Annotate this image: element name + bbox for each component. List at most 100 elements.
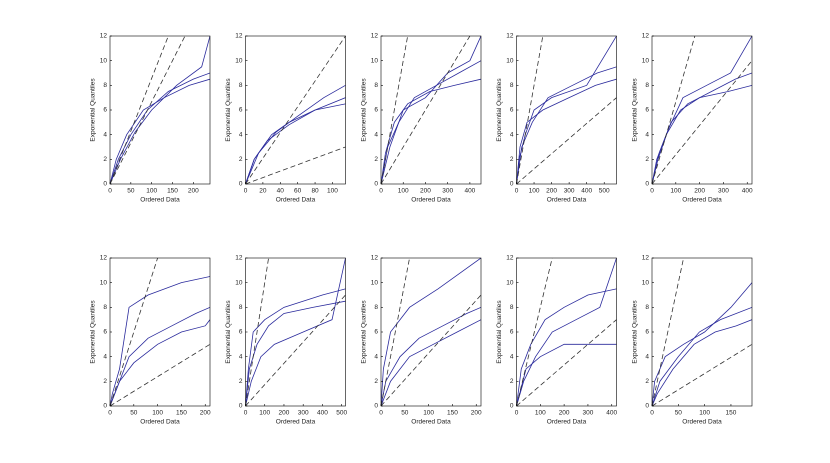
y-tick-label: 4	[510, 353, 514, 360]
data-line	[381, 294, 481, 406]
y-tick-label: 8	[374, 304, 378, 311]
x-tick-label: 400	[464, 188, 475, 195]
y-tick-label: 0	[510, 403, 514, 410]
y-tick-label: 2	[510, 378, 514, 385]
x-tick-label: 100	[259, 410, 270, 417]
data-line	[381, 36, 409, 184]
data-line	[110, 36, 210, 184]
data-line	[516, 343, 617, 406]
data-line	[516, 97, 617, 184]
y-tick-label: 4	[239, 353, 243, 360]
y-axis-label: Exponential Quantiles	[632, 78, 639, 142]
data-line	[516, 258, 617, 406]
data-line	[245, 103, 346, 184]
y-tick-label: 6	[374, 329, 378, 336]
data-line	[110, 276, 210, 406]
x-tick-label: 100	[398, 188, 409, 195]
y-tick-label: 0	[510, 181, 514, 188]
x-tick-label: 0	[108, 188, 112, 195]
x-axis-label: Ordered Data	[140, 197, 180, 204]
x-tick-label: 200	[420, 188, 431, 195]
y-axis-label: Exponential Quantiles	[225, 78, 232, 142]
x-axis-label: Ordered Data	[411, 197, 451, 204]
x-tick-label: 100	[529, 188, 540, 195]
x-axis-label: Ordered Data	[276, 197, 316, 204]
y-tick-label: 10	[642, 57, 650, 64]
data-line	[652, 60, 752, 184]
y-tick-label: 12	[100, 255, 108, 262]
plot-frame	[245, 257, 346, 407]
y-tick-label: 2	[374, 378, 378, 385]
y-tick-label: 2	[239, 156, 243, 163]
data-line	[110, 343, 210, 406]
x-tick-label: 0	[650, 410, 654, 417]
y-tick-label: 6	[239, 329, 243, 336]
data-line	[381, 36, 481, 184]
y-axis-label: Exponential Quantiles	[90, 300, 97, 364]
y-tick-label: 12	[506, 255, 514, 262]
x-tick-label: 100	[146, 188, 157, 195]
data-line	[381, 36, 471, 184]
x-tick-label: 60	[294, 188, 302, 195]
y-tick-label: 0	[239, 403, 243, 410]
y-tick-label: 12	[506, 33, 514, 40]
x-tick-label: 0	[379, 188, 383, 195]
y-tick-label: 6	[239, 107, 243, 114]
x-tick-label: 300	[718, 188, 729, 195]
y-tick-label: 0	[103, 181, 107, 188]
y-tick-label: 12	[235, 255, 243, 262]
x-tick-label: 150	[447, 410, 458, 417]
plot-frame	[516, 35, 617, 185]
x-tick-label: 150	[176, 410, 187, 417]
y-tick-label: 8	[510, 304, 514, 311]
x-tick-label: 100	[699, 410, 710, 417]
data-line	[245, 146, 346, 184]
x-tick-label: 200	[694, 188, 705, 195]
y-tick-label: 2	[103, 156, 107, 163]
x-tick-label: 200	[200, 410, 211, 417]
x-tick-label: 80	[311, 188, 319, 195]
x-tick-label: 200	[471, 410, 482, 417]
data-line	[516, 78, 617, 184]
data-line	[652, 306, 752, 406]
data-line	[516, 319, 617, 406]
x-tick-label: 0	[379, 410, 383, 417]
y-tick-label: 8	[645, 304, 649, 311]
y-tick-label: 6	[510, 329, 514, 336]
x-axis-label: Ordered Data	[411, 419, 451, 426]
x-axis-label: Ordered Data	[682, 419, 722, 426]
data-line	[516, 36, 544, 184]
y-axis-label: Exponential Quantiles	[496, 300, 503, 364]
data-line	[652, 36, 752, 184]
x-tick-label: 0	[515, 410, 519, 417]
x-axis-label: Ordered Data	[682, 197, 722, 204]
y-tick-label: 2	[374, 156, 378, 163]
y-tick-label: 0	[645, 181, 649, 188]
x-tick-label: 50	[675, 410, 683, 417]
data-line	[110, 36, 169, 184]
y-tick-label: 6	[103, 329, 107, 336]
data-line	[245, 84, 346, 184]
data-line	[110, 258, 159, 406]
y-tick-label: 10	[506, 279, 514, 286]
data-line	[652, 36, 696, 184]
data-line	[245, 288, 346, 406]
y-tick-label: 6	[645, 329, 649, 336]
data-line	[652, 84, 752, 184]
y-tick-label: 12	[642, 33, 650, 40]
y-tick-label: 8	[510, 82, 514, 89]
y-tick-label: 6	[103, 107, 107, 114]
data-line	[245, 258, 346, 406]
y-tick-label: 10	[506, 57, 514, 64]
x-tick-label: 40	[277, 188, 285, 195]
plot-frame	[651, 35, 753, 185]
y-tick-label: 0	[239, 181, 243, 188]
y-tick-label: 8	[239, 304, 243, 311]
y-tick-label: 4	[645, 353, 649, 360]
data-line	[652, 258, 684, 406]
y-tick-label: 2	[239, 378, 243, 385]
data-line	[516, 258, 553, 406]
x-tick-label: 200	[279, 410, 290, 417]
data-line	[245, 294, 346, 406]
